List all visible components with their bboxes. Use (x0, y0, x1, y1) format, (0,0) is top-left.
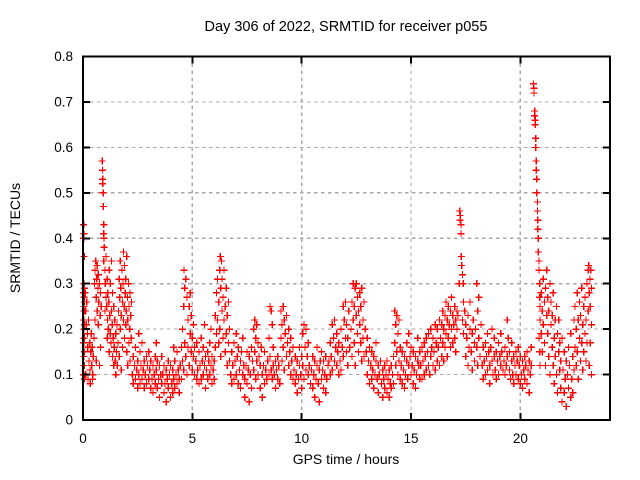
y-tick-label: 0.5 (54, 185, 73, 200)
y-tick-label: 0.1 (54, 367, 73, 382)
y-tick-label: 0.4 (54, 231, 73, 246)
x-tick-label: 5 (189, 431, 197, 446)
x-tick-label: 20 (513, 431, 528, 446)
chart-title: Day 306 of 2022, SRMTID for receiver p05… (205, 19, 488, 35)
y-tick-label: 0.8 (54, 49, 73, 64)
tick-labels: 0 5 10 15 20 0 0.1 0.2 0.3 0.4 0.5 0.6 0.7 0.8 (54, 49, 528, 446)
x-tick-label: 10 (294, 431, 309, 446)
y-tick-label: 0 (65, 413, 73, 428)
data-points-srmtid (80, 80, 595, 410)
x-tick-label: 15 (403, 431, 418, 446)
y-tick-label: 0.2 (54, 322, 73, 337)
scatter-plus-markers (80, 80, 595, 410)
y-tick-label: 0.3 (54, 276, 73, 291)
x-axis-title: GPS time / hours (293, 451, 400, 467)
y-tick-label: 0.7 (54, 94, 73, 109)
x-tick-label: 0 (79, 431, 87, 446)
y-axis-title: SRMTID / TECUs (7, 183, 23, 293)
axes-and-ticks (82, 55, 611, 421)
y-tick-label: 0.6 (54, 140, 73, 155)
